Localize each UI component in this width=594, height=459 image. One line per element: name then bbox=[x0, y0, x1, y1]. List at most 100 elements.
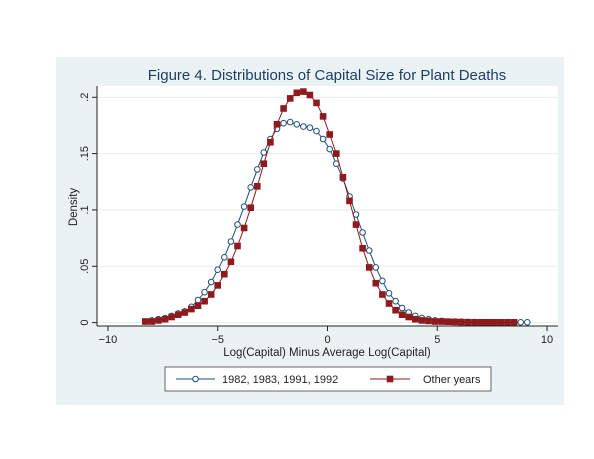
data-point bbox=[286, 95, 294, 102]
data-point bbox=[234, 221, 241, 228]
y-axis-title: Density bbox=[68, 188, 80, 227]
data-point bbox=[174, 311, 182, 318]
data-point bbox=[385, 300, 393, 307]
data-point bbox=[300, 123, 307, 130]
data-point bbox=[412, 315, 419, 323]
legend-box bbox=[164, 366, 492, 392]
data-point bbox=[188, 305, 195, 313]
plot-area bbox=[97, 86, 558, 326]
data-point bbox=[227, 258, 235, 266]
data-point bbox=[221, 253, 228, 261]
y-tick-label: .1 bbox=[79, 205, 91, 214]
x-tick-label: 10 bbox=[541, 334, 553, 346]
data-point bbox=[497, 319, 505, 326]
data-point bbox=[398, 304, 406, 312]
data-point bbox=[359, 245, 366, 252]
data-point bbox=[247, 184, 254, 191]
data-point bbox=[491, 319, 498, 326]
data-point bbox=[313, 99, 320, 107]
data-point bbox=[207, 291, 215, 298]
data-point bbox=[333, 150, 340, 157]
y-tick-label: .2 bbox=[79, 93, 91, 102]
data-point bbox=[484, 319, 492, 326]
legend-marker-2 bbox=[386, 375, 394, 383]
x-tick-label: −5 bbox=[211, 334, 224, 346]
data-point bbox=[194, 296, 202, 304]
data-point bbox=[300, 88, 307, 95]
data-point bbox=[359, 229, 366, 236]
data-point bbox=[517, 319, 525, 326]
x-tick-label: 5 bbox=[434, 334, 440, 346]
data-point bbox=[181, 309, 189, 316]
data-point bbox=[451, 318, 459, 326]
data-point bbox=[471, 319, 478, 326]
data-point bbox=[379, 277, 386, 285]
y-tick-label: .05 bbox=[79, 259, 91, 274]
data-point bbox=[267, 139, 274, 146]
series-2 bbox=[142, 88, 518, 326]
data-point bbox=[293, 121, 301, 128]
legend-marker-1 bbox=[192, 375, 199, 383]
chart-title: Figure 4. Distributions of Capital Size … bbox=[148, 67, 507, 84]
legend: 1982, 1983, 1991, 1992 Other years bbox=[164, 366, 492, 392]
data-point bbox=[286, 118, 294, 126]
x-tick-label: −10 bbox=[99, 334, 118, 346]
data-point bbox=[425, 317, 432, 325]
data-point bbox=[148, 318, 156, 325]
data-point bbox=[346, 197, 353, 205]
axes: −10 −5 0 5 10 0 .05 .1 .15 .2 bbox=[79, 86, 558, 346]
data-point bbox=[155, 317, 162, 324]
data-point bbox=[458, 318, 465, 326]
y-tick-label: .15 bbox=[79, 146, 91, 161]
data-point bbox=[168, 313, 175, 321]
data-point bbox=[326, 131, 333, 138]
data-point bbox=[306, 124, 314, 131]
data-point bbox=[306, 91, 314, 99]
data-point bbox=[313, 127, 320, 135]
legend-label-1: 1982, 1983, 1991, 1992 bbox=[222, 374, 338, 386]
data-point bbox=[438, 318, 445, 325]
data-point bbox=[201, 297, 208, 305]
data-point bbox=[260, 160, 268, 167]
data-point bbox=[234, 242, 241, 250]
data-point bbox=[319, 113, 327, 120]
data-point bbox=[339, 174, 347, 181]
data-point bbox=[254, 183, 261, 190]
data-point bbox=[510, 319, 518, 326]
data-point bbox=[385, 290, 393, 297]
data-point bbox=[477, 319, 485, 326]
data-point bbox=[431, 318, 439, 325]
data-point bbox=[464, 318, 472, 326]
data-point bbox=[221, 270, 228, 278]
data-point bbox=[379, 291, 386, 298]
data-point bbox=[273, 121, 281, 128]
y-tick-label: 0 bbox=[79, 320, 91, 326]
data-point bbox=[392, 306, 399, 314]
series-layer bbox=[142, 88, 531, 326]
data-point bbox=[253, 166, 261, 173]
data-point bbox=[240, 224, 248, 232]
data-point bbox=[444, 318, 452, 325]
data-point bbox=[161, 315, 169, 323]
data-point bbox=[227, 238, 235, 245]
data-point bbox=[398, 311, 406, 318]
legend-label-2: Other years bbox=[423, 374, 481, 386]
data-point bbox=[201, 288, 208, 296]
data-point bbox=[365, 264, 373, 271]
data-point bbox=[293, 89, 301, 97]
data-point bbox=[240, 203, 248, 210]
data-point bbox=[194, 302, 202, 309]
data-point bbox=[247, 204, 254, 211]
data-point bbox=[260, 149, 268, 156]
data-point bbox=[392, 297, 399, 305]
data-point bbox=[214, 282, 221, 289]
data-point bbox=[524, 319, 531, 326]
x-tick-label: 0 bbox=[324, 334, 330, 346]
data-point bbox=[142, 318, 149, 325]
data-point bbox=[352, 221, 360, 228]
data-point bbox=[372, 264, 380, 271]
data-point bbox=[207, 278, 215, 286]
data-point bbox=[280, 119, 287, 127]
data-point bbox=[365, 247, 373, 254]
data-point bbox=[418, 317, 426, 324]
